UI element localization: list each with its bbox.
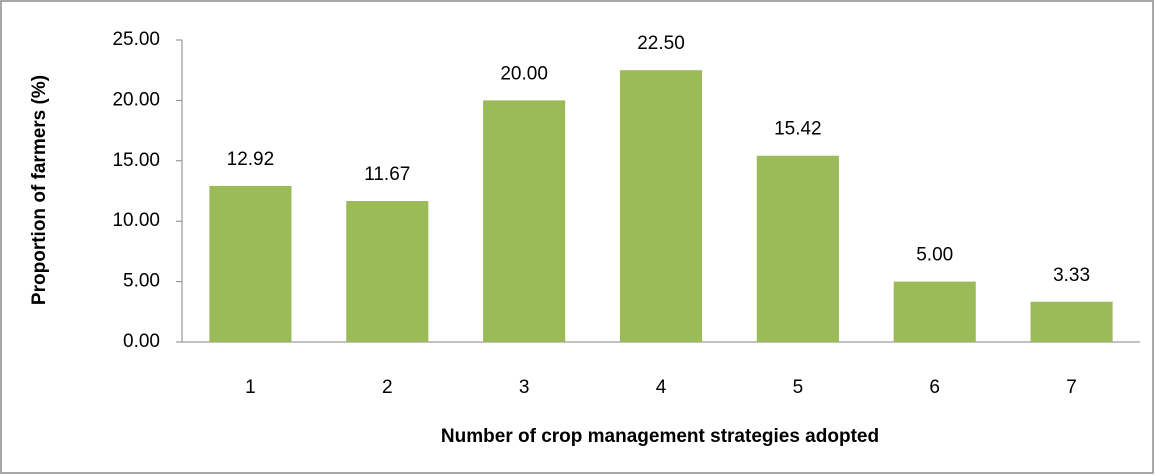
x-tick-label: 1: [245, 377, 256, 398]
bar: [893, 281, 976, 342]
bar: [209, 185, 292, 342]
x-tick-label: 3: [519, 377, 530, 398]
y-tick-label: 5.00: [123, 271, 160, 292]
y-tick-label: 0.00: [123, 331, 160, 352]
bar: [756, 155, 839, 342]
bar: [1030, 301, 1113, 342]
x-tick-label: 4: [656, 377, 667, 398]
y-tick-label: 15.00: [112, 150, 160, 171]
value-label: 12.92: [227, 149, 275, 170]
value-label: 11.67: [364, 164, 410, 185]
x-tick-label: 6: [929, 377, 940, 398]
value-label: 22.50: [637, 33, 685, 54]
x-axis-title: Number of crop management strategies ado…: [441, 426, 879, 447]
bar: [346, 201, 429, 342]
x-tick-label: 7: [1066, 377, 1077, 398]
y-tick-label: 10.00: [112, 210, 160, 231]
value-label: 3.33: [1053, 265, 1090, 286]
x-tick-label: 5: [793, 377, 804, 398]
bar: [619, 70, 703, 342]
y-tick-label: 20.00: [112, 89, 160, 110]
value-label: 15.42: [774, 119, 822, 140]
bar: [483, 100, 566, 343]
value-label: 5.00: [916, 245, 953, 266]
y-tick-label: 25.00: [112, 29, 160, 50]
x-tick-label: 2: [382, 377, 393, 398]
value-label: 20.00: [500, 63, 548, 84]
y-axis-title: Proportion of farmers (%): [29, 75, 50, 305]
